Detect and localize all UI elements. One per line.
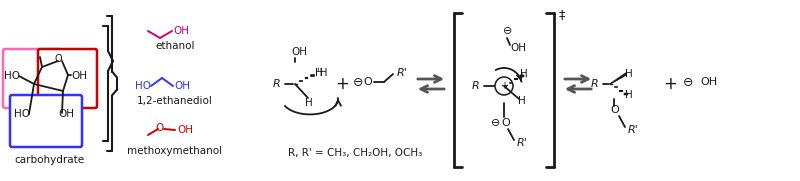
Text: $\left\} \right.$: $\left\} \right.$	[106, 81, 110, 87]
Text: 1,2-ethanediol: 1,2-ethanediol	[137, 96, 213, 106]
Text: OH: OH	[177, 125, 193, 135]
Text: OH: OH	[700, 77, 717, 87]
FancyBboxPatch shape	[38, 49, 97, 108]
FancyBboxPatch shape	[10, 95, 82, 147]
Text: H: H	[315, 68, 322, 78]
Text: H: H	[625, 69, 633, 79]
Text: R': R'	[397, 68, 408, 78]
Text: methoxymethanol: methoxymethanol	[127, 146, 222, 156]
Text: O: O	[155, 123, 163, 133]
Text: OH: OH	[510, 43, 526, 53]
Text: R: R	[273, 79, 281, 89]
Text: OH: OH	[174, 81, 190, 91]
Text: carbohydrate: carbohydrate	[14, 155, 84, 165]
Text: HO: HO	[135, 81, 151, 91]
Text: O: O	[364, 77, 372, 87]
Text: HO: HO	[14, 109, 30, 119]
Text: R: R	[472, 81, 480, 91]
Text: O: O	[610, 105, 619, 115]
Text: OH: OH	[291, 47, 307, 57]
Text: $\ominus$: $\ominus$	[682, 75, 694, 89]
Text: ethanol: ethanol	[155, 41, 194, 51]
Text: O: O	[54, 54, 62, 64]
Text: OH: OH	[71, 71, 87, 81]
Text: H: H	[625, 90, 633, 100]
Text: ‡: ‡	[559, 8, 566, 21]
Text: $\ominus$: $\ominus$	[502, 24, 512, 35]
Text: HO: HO	[4, 71, 20, 81]
Text: R': R'	[628, 125, 638, 135]
Text: R, R' = CH₃, CH₂OH, OCH₃: R, R' = CH₃, CH₂OH, OCH₃	[288, 148, 422, 158]
Text: $\ominus$: $\ominus$	[352, 75, 364, 89]
Text: O: O	[502, 118, 510, 128]
Text: R': R'	[517, 138, 528, 148]
Text: +: +	[335, 75, 349, 93]
Text: $\ominus$: $\ominus$	[490, 117, 500, 129]
Text: H: H	[520, 69, 528, 79]
Text: OH: OH	[58, 109, 74, 119]
Text: R: R	[591, 79, 599, 89]
Text: OH: OH	[173, 26, 189, 36]
Text: "H: "H	[315, 68, 327, 78]
Text: H: H	[305, 98, 313, 108]
Text: +: +	[663, 75, 677, 93]
Polygon shape	[610, 73, 626, 84]
Text: H: H	[518, 96, 526, 106]
FancyBboxPatch shape	[3, 49, 61, 108]
Text: +: +	[500, 81, 508, 91]
